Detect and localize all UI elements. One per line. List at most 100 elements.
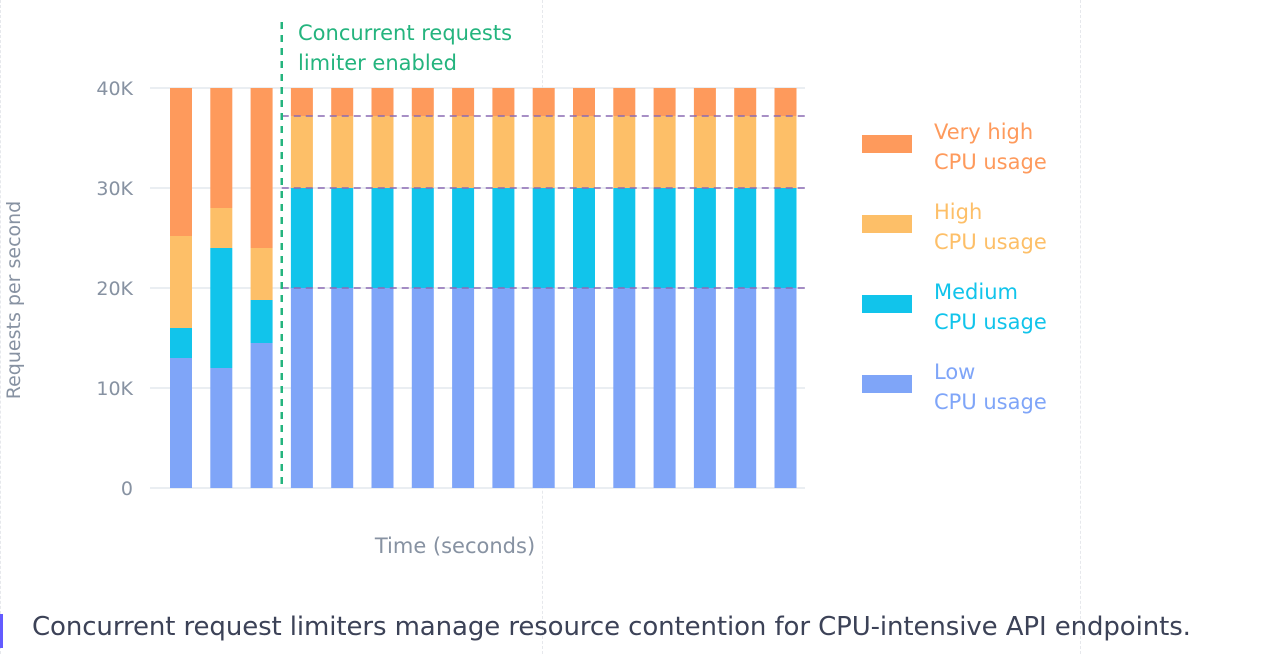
bar-segment [613,288,636,488]
legend-label-line: Medium [934,280,1018,304]
bar-segment [734,116,757,188]
x-axis-label: Time (seconds) [374,534,535,558]
bar-segment [532,88,555,116]
legend-label: High CPU usage [934,200,1047,254]
bar-segment [250,343,273,488]
bar-segment [734,288,757,488]
bar-segment [170,236,192,328]
bar-segment [653,288,676,488]
layout-guide-right [1080,0,1081,654]
legend-label-line: Low [934,360,975,384]
caption-accent-bar [0,614,3,648]
bar-segment [290,116,313,188]
bar-segment [492,116,515,188]
bar-segment [290,88,313,116]
bar-segment [492,88,515,116]
bar-segment [210,208,233,248]
bar-segment [573,288,595,488]
annotation-line: limiter enabled [298,51,457,75]
legend-label-line: CPU usage [934,310,1047,334]
bar-segment [573,88,595,116]
y-tick-label: 30K [96,178,133,200]
layout-guide-left [0,0,1,654]
bar-segment [371,88,394,116]
bar-segment [653,116,676,188]
bar-segment [653,188,676,288]
bar-segment [693,116,716,188]
bar-segment [573,116,595,188]
limiter-annotation-text: Concurrent requests limiter enabled [298,21,512,75]
bars [170,88,797,488]
legend-swatch [862,295,912,313]
legend-label: Low CPU usage [934,360,1047,414]
bar-segment [411,88,434,116]
bar-segment [371,116,394,188]
bar-segment [492,188,515,288]
bar-segment [411,288,434,488]
bar-segment [532,288,555,488]
legend-label-line: CPU usage [934,390,1047,414]
bar-segment [210,88,233,208]
y-tick-label: 10K [96,378,133,400]
legend-label: Medium CPU usage [934,280,1047,334]
legend-swatch [862,375,912,393]
bar-segment [210,248,233,368]
bar-segment [774,88,797,116]
bar-segment [331,116,354,188]
legend-label-line: High [934,200,982,224]
bar-segment [290,288,313,488]
bar-segment [573,188,595,288]
bar-segment [452,188,475,288]
bar-segment [613,88,636,116]
legend-swatch [862,215,912,233]
bar-segment [371,288,394,488]
legend: Very high CPU usage High CPU usage Medium CPU… [862,120,1047,414]
bar-segment [693,88,716,116]
bar-segment [774,116,797,188]
bar-segment [250,88,273,248]
bar-segment [774,188,797,288]
legend-label-line: CPU usage [934,230,1047,254]
limiter-annotation: Concurrent requests limiter enabled [280,21,512,488]
cpu-usage-stacked-bar-chart: Concurrent requests limiter enabled 0 10K 2… [3,21,1047,558]
bar-segment [250,248,273,300]
legend-label-line: CPU usage [934,150,1047,174]
bar-segment [693,288,716,488]
y-tick-label: 40K [96,78,133,100]
bar-segment [170,88,192,236]
figure-caption: Concurrent request limiters manage resou… [32,612,1191,642]
bar-segment [734,88,757,116]
bar-segment [411,116,434,188]
bar-segment [170,358,192,488]
bar-segment [774,288,797,488]
bar-segment [452,88,475,116]
bar-segment [452,116,475,188]
annotation-line: Concurrent requests [298,21,512,45]
bar-segment [532,188,555,288]
legend-label-line: Very high [934,120,1033,144]
bar-segment [452,288,475,488]
bar-segment [170,328,192,358]
bar-segment [693,188,716,288]
bar-segment [653,88,676,116]
threshold-lines [281,115,805,289]
bar-segment [411,188,434,288]
y-tick-labels: 0 10K 20K 30K 40K [96,78,133,500]
bar-segment [492,288,515,488]
bar-segment [210,368,233,488]
y-tick-label: 0 [121,478,133,500]
bar-segment [613,188,636,288]
legend-label: Very high CPU usage [934,120,1047,174]
y-tick-label: 20K [96,278,133,300]
bar-segment [290,188,313,288]
bar-segment [250,300,273,343]
legend-swatch [862,135,912,153]
bar-segment [331,288,354,488]
y-axis-label: Requests per second [3,201,25,399]
bar-segment [331,88,354,116]
bar-segment [331,188,354,288]
bar-segment [532,116,555,188]
bar-segment [734,188,757,288]
bar-segment [371,188,394,288]
bar-segment [613,116,636,188]
